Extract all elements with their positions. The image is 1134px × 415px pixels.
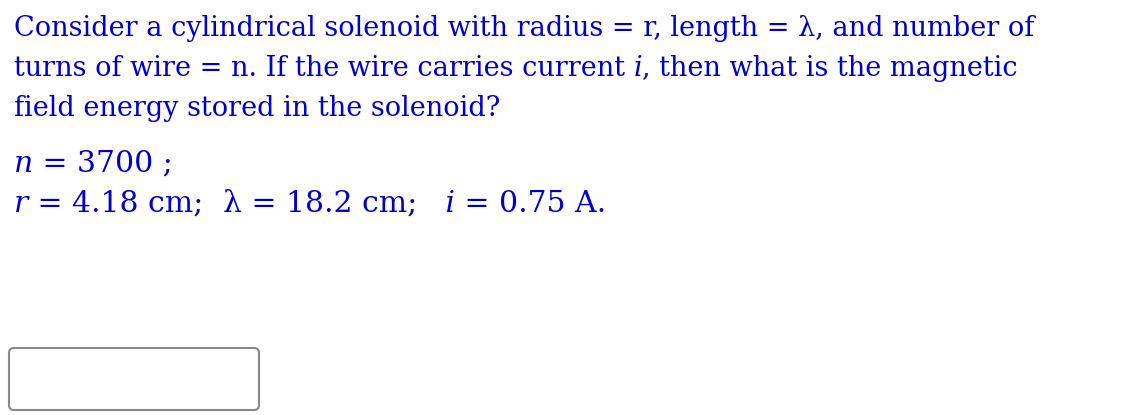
Text: r: r	[14, 190, 28, 218]
Text: = 3700 ;: = 3700 ;	[33, 150, 174, 178]
Text: field energy stored in the solenoid?: field energy stored in the solenoid?	[14, 95, 500, 122]
Text: r: r	[14, 190, 28, 218]
Text: = 4.18 cm;: = 4.18 cm;	[28, 190, 203, 218]
Text: λ = 18.2 cm;: λ = 18.2 cm;	[203, 190, 417, 218]
Text: turns of wire = n. If the wire carries current: turns of wire = n. If the wire carries c…	[14, 55, 634, 82]
Text: = 0.75 A.: = 0.75 A.	[455, 190, 606, 218]
Text: i: i	[634, 55, 642, 82]
Text: λ = 18.2 cm;: λ = 18.2 cm;	[203, 190, 417, 218]
Text: n: n	[14, 150, 33, 178]
Text: , then what is the magnetic: , then what is the magnetic	[642, 55, 1018, 82]
Text: turns of wire = n. If the wire carries current: turns of wire = n. If the wire carries c…	[14, 55, 634, 82]
Text: Consider a cylindrical solenoid with radius = r, length = λ, and number of: Consider a cylindrical solenoid with rad…	[14, 15, 1034, 42]
Text: i: i	[634, 55, 642, 82]
Text: i: i	[417, 190, 455, 218]
Text: = 4.18 cm;: = 4.18 cm;	[28, 190, 203, 218]
FancyBboxPatch shape	[9, 348, 259, 410]
Text: i: i	[417, 190, 455, 218]
Text: n: n	[14, 150, 33, 178]
